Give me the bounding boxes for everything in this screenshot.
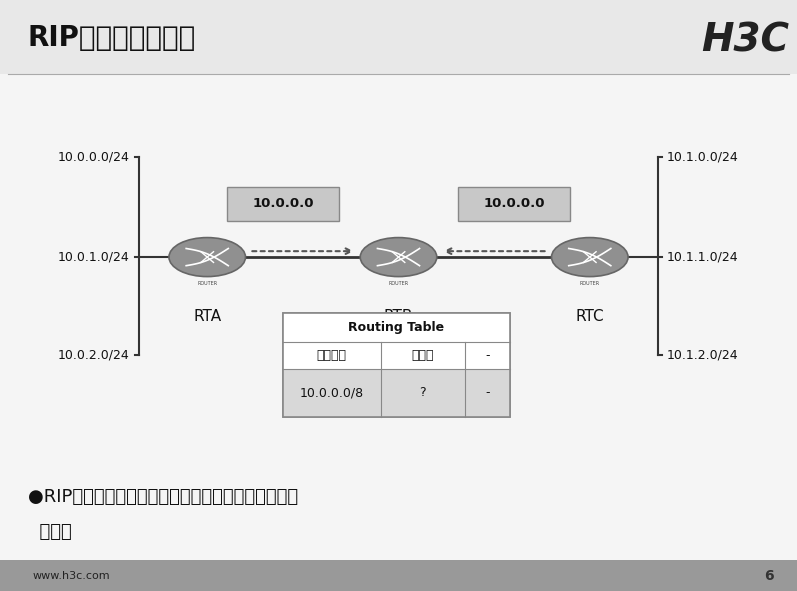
Text: 10.0.2.0/24: 10.0.2.0/24 bbox=[58, 348, 130, 361]
Text: ROUTER: ROUTER bbox=[388, 281, 409, 286]
Text: ●RIP按类自动聚合在不连续子网情况下会造成路由学: ●RIP按类自动聚合在不连续子网情况下会造成路由学 bbox=[28, 488, 298, 505]
Text: 10.1.2.0/24: 10.1.2.0/24 bbox=[667, 348, 739, 361]
Bar bbox=[283, 369, 510, 417]
Bar bbox=[283, 313, 510, 417]
Text: 10.0.1.0/24: 10.0.1.0/24 bbox=[58, 251, 130, 264]
FancyBboxPatch shape bbox=[0, 0, 797, 74]
Bar bbox=[283, 313, 510, 342]
Text: 10.0.0.0: 10.0.0.0 bbox=[252, 197, 314, 210]
Text: RIP中自动聚合问题: RIP中自动聚合问题 bbox=[28, 24, 196, 53]
Bar bbox=[283, 342, 510, 369]
Text: ?: ? bbox=[419, 387, 426, 400]
Text: -: - bbox=[485, 349, 489, 362]
Text: 10.0.0.0: 10.0.0.0 bbox=[483, 197, 545, 210]
Text: H3C: H3C bbox=[701, 21, 789, 59]
Ellipse shape bbox=[169, 238, 245, 277]
Text: www.h3c.com: www.h3c.com bbox=[33, 571, 111, 580]
FancyBboxPatch shape bbox=[227, 187, 339, 221]
Text: Routing Table: Routing Table bbox=[348, 322, 445, 334]
Text: 目标网络: 目标网络 bbox=[316, 349, 347, 362]
Bar bbox=[283, 313, 510, 417]
FancyBboxPatch shape bbox=[0, 560, 797, 591]
Ellipse shape bbox=[360, 238, 437, 277]
Text: 6: 6 bbox=[764, 569, 774, 583]
Text: RTB: RTB bbox=[384, 309, 413, 324]
Text: RTA: RTA bbox=[193, 309, 222, 324]
Text: 10.1.0.0/24: 10.1.0.0/24 bbox=[667, 150, 739, 163]
Text: ROUTER: ROUTER bbox=[197, 281, 218, 286]
Text: 10.1.1.0/24: 10.1.1.0/24 bbox=[667, 251, 739, 264]
Ellipse shape bbox=[552, 238, 628, 277]
Text: -: - bbox=[485, 387, 489, 400]
Text: ROUTER: ROUTER bbox=[579, 281, 600, 286]
Text: 习错误: 习错误 bbox=[28, 523, 72, 541]
Text: 10.0.0.0/8: 10.0.0.0/8 bbox=[300, 387, 364, 400]
FancyBboxPatch shape bbox=[458, 187, 570, 221]
Text: 下一跳: 下一跳 bbox=[411, 349, 434, 362]
Text: 10.0.0.0/24: 10.0.0.0/24 bbox=[58, 150, 130, 163]
Text: RTC: RTC bbox=[575, 309, 604, 324]
